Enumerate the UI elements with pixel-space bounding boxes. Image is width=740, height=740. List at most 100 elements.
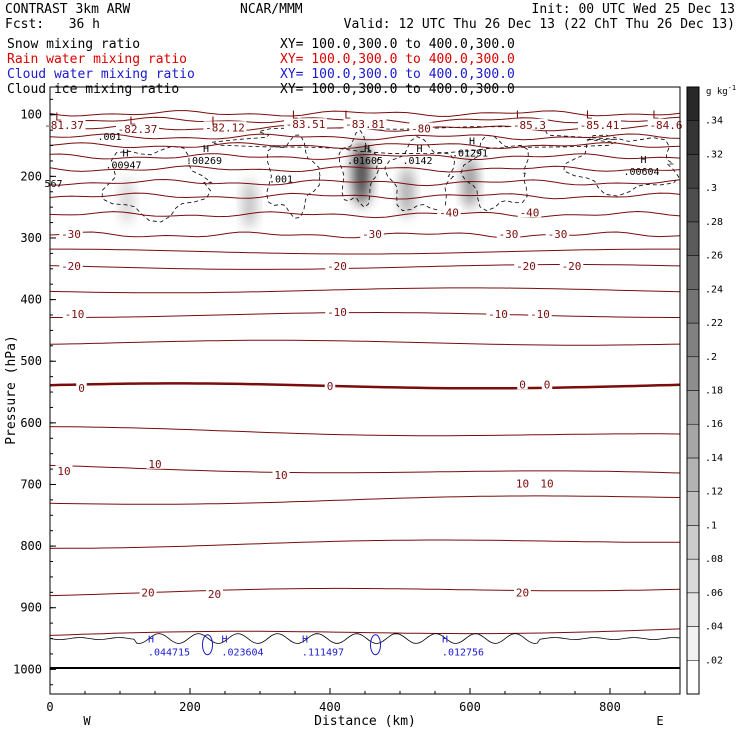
colorbar-segment	[686, 390, 700, 425]
isotherm-label: 10	[516, 477, 529, 490]
isotherm-label: -82.37	[118, 123, 158, 136]
isotherm	[50, 495, 680, 505]
colorbar-tick-label: .2	[705, 352, 717, 363]
isotherm-label: -10	[530, 308, 550, 321]
colorbar-tick-label: .34	[705, 116, 723, 127]
isotherm	[50, 248, 680, 255]
cloud-water-cell	[202, 634, 213, 656]
colorbar-unit-exponent: -1	[728, 84, 736, 92]
y-tick-label: 300	[20, 231, 42, 245]
cloud-water-cell	[370, 634, 381, 656]
isotherm-label-bg	[206, 587, 223, 599]
cloud-ice-contour	[266, 134, 321, 219]
isotherm-label: 20	[516, 587, 529, 600]
low-marker: L	[292, 109, 299, 122]
low-marker: L	[129, 114, 136, 127]
colorbar-segment	[686, 558, 700, 594]
ice-max-value: .001	[97, 132, 121, 143]
ice-max-value: 567	[44, 179, 62, 190]
colorbar-tick-label: .22	[705, 318, 723, 329]
legend-item-xy: XY= 100.0,300.0 to 400.0,300.0	[280, 52, 515, 67]
isotherm-label: 0	[544, 378, 551, 391]
isotherm-label: 0	[519, 378, 526, 391]
ice-max-value: .0142	[402, 156, 432, 167]
isotherm-label-bg	[284, 118, 327, 130]
x-tick-label: 200	[179, 700, 201, 714]
isotherm	[50, 210, 680, 219]
isotherm-label-bg	[59, 259, 83, 271]
isotherm-label-bg	[55, 465, 73, 477]
isotherm-label-bg	[146, 457, 164, 469]
ice-max-value: .00947	[105, 160, 141, 171]
legend-item-name: Rain water mixing ratio	[7, 52, 187, 67]
colorbar-tick-label: .24	[705, 284, 723, 295]
colorbar-segment	[686, 187, 700, 223]
colorbar-segment	[686, 491, 700, 526]
colorbar-segment	[686, 592, 700, 627]
colorbar-tick-label: .32	[705, 149, 723, 160]
cloud-water-lower-contour	[50, 633, 680, 644]
colorbar-segment	[686, 660, 700, 695]
isotherm-label: 20	[141, 587, 154, 600]
isotherm-label: 20	[208, 588, 221, 601]
colorbar-segment	[686, 221, 700, 256]
low-marker: L	[211, 114, 218, 127]
isotherm-label: -85.3	[513, 119, 546, 132]
ice-max-value: .00604	[623, 167, 659, 178]
isotherm-label: -83.81	[345, 118, 385, 131]
colorbar-tick-label: .14	[705, 453, 723, 464]
isotherm	[50, 165, 680, 173]
y-tick-label: 800	[20, 539, 42, 553]
isotherm	[50, 142, 680, 150]
colorbar-tick-label: .3	[705, 183, 717, 194]
isotherm-label-bg	[343, 118, 387, 130]
cloud-water-max-marker: H	[221, 635, 227, 646]
colorbar-segment	[686, 120, 700, 155]
isotherm	[50, 628, 680, 636]
colorbar-unit-base: g kg	[706, 87, 728, 97]
isotherm-label-bg	[437, 206, 461, 218]
isotherm-label-bg	[116, 123, 159, 135]
isotherm-label-bg	[647, 118, 685, 130]
x-tick-label: 800	[599, 700, 621, 714]
isotherm-label: -10	[488, 308, 508, 321]
colorbar-segment	[686, 626, 700, 661]
fcst-value: 36 h	[69, 17, 100, 32]
isotherm	[50, 539, 680, 549]
cloud-water-max-value: .012756	[442, 648, 484, 659]
init-time: Init: 00 UTC Wed 25 Dec 13	[532, 2, 736, 17]
direction-east: E	[656, 714, 663, 728]
isotherm-label-bg	[511, 118, 548, 130]
isotherm-label: -82.12	[205, 121, 245, 134]
colorbar-segment	[686, 86, 700, 121]
y-tick-label: 400	[20, 293, 42, 307]
isotherm-label-bg	[360, 227, 384, 239]
legend-item-xy: XY= 100.0,300.0 to 400.0,300.0	[280, 82, 515, 97]
colorbar-segment	[686, 356, 700, 391]
ice-max-marker: H	[640, 155, 646, 166]
ice-max-marker: H	[469, 137, 475, 148]
isotherm-label: -20	[516, 260, 536, 273]
colorbar-segment	[686, 525, 700, 560]
cloud-water-contours	[50, 633, 680, 656]
isotherm-label-bg	[514, 477, 531, 489]
cloud-water-max-marker: H	[148, 635, 154, 646]
snow-shading	[352, 141, 371, 206]
ice-max-marker: H	[364, 144, 370, 155]
ice-max-value: .001	[269, 174, 293, 185]
isotherm-label: -20	[562, 260, 582, 273]
colorbar-tick-label: .02	[705, 655, 723, 666]
isotherm-label: -81.37	[44, 119, 84, 132]
isotherm-label-bg	[486, 308, 510, 320]
y-tick-label: 1000	[13, 662, 42, 676]
contour-labels: -81.37 -82.37 -82.12 -83.51 -83.81 -80 -85.3 -8…	[42, 109, 685, 659]
isotherm-label: -10	[327, 306, 347, 319]
valid-time: Valid: 12 UTC Thu 26 Dec 13 (22 ChT Thu …	[344, 17, 735, 32]
isotherm-label-bg	[559, 259, 584, 271]
axes: 0 200 400 600 800100200300400500600700800900…	[13, 98, 681, 714]
y-tick-label: 600	[20, 416, 42, 430]
isotherm-label: -30	[499, 228, 519, 241]
isotherm-label-bg	[517, 378, 528, 390]
isotherm-label-bg	[62, 308, 87, 320]
isotherm-label-bg	[538, 477, 556, 489]
